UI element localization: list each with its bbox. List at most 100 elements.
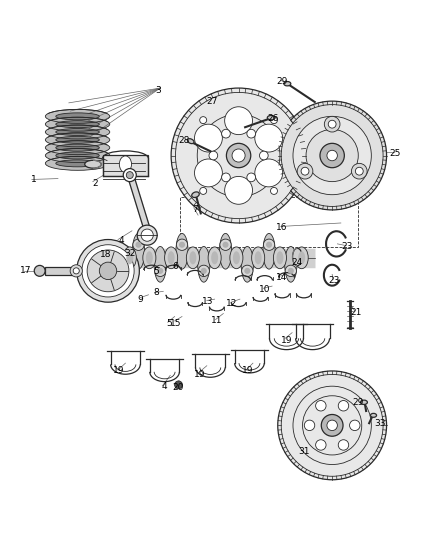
Text: 18: 18 bbox=[100, 250, 112, 259]
Circle shape bbox=[327, 420, 337, 431]
Ellipse shape bbox=[143, 247, 156, 269]
Text: 4: 4 bbox=[162, 382, 167, 391]
Circle shape bbox=[77, 239, 139, 302]
Text: 23: 23 bbox=[342, 243, 353, 252]
Ellipse shape bbox=[132, 233, 145, 269]
Circle shape bbox=[176, 92, 302, 219]
Text: 19: 19 bbox=[281, 336, 292, 345]
Ellipse shape bbox=[252, 247, 265, 269]
Circle shape bbox=[232, 149, 245, 162]
Ellipse shape bbox=[126, 251, 133, 264]
Text: 4: 4 bbox=[118, 236, 124, 245]
Circle shape bbox=[222, 130, 230, 138]
Ellipse shape bbox=[198, 265, 209, 277]
Circle shape bbox=[293, 116, 371, 195]
Ellipse shape bbox=[165, 247, 178, 269]
Text: 6: 6 bbox=[173, 262, 178, 271]
Ellipse shape bbox=[276, 251, 283, 264]
Text: 16: 16 bbox=[276, 223, 288, 232]
Ellipse shape bbox=[168, 251, 175, 264]
Text: 33: 33 bbox=[374, 419, 386, 427]
Ellipse shape bbox=[46, 149, 110, 163]
Ellipse shape bbox=[263, 239, 275, 251]
Text: 17: 17 bbox=[20, 266, 31, 276]
Text: 3: 3 bbox=[155, 86, 161, 95]
Circle shape bbox=[320, 143, 344, 168]
Ellipse shape bbox=[263, 233, 275, 269]
Circle shape bbox=[316, 400, 326, 411]
Circle shape bbox=[338, 440, 349, 450]
Ellipse shape bbox=[220, 239, 231, 251]
Text: 29: 29 bbox=[353, 398, 364, 407]
Text: 24: 24 bbox=[292, 257, 303, 266]
Circle shape bbox=[194, 159, 223, 187]
Text: 14: 14 bbox=[276, 273, 288, 282]
Circle shape bbox=[171, 88, 306, 223]
Circle shape bbox=[278, 371, 387, 480]
Text: 32: 32 bbox=[124, 249, 135, 258]
Ellipse shape bbox=[46, 141, 110, 155]
Circle shape bbox=[255, 159, 283, 187]
Circle shape bbox=[297, 163, 313, 179]
Ellipse shape bbox=[360, 400, 367, 405]
Ellipse shape bbox=[192, 192, 199, 198]
Circle shape bbox=[99, 262, 117, 279]
Text: 13: 13 bbox=[202, 297, 214, 306]
Ellipse shape bbox=[288, 268, 294, 274]
Circle shape bbox=[200, 117, 207, 124]
Ellipse shape bbox=[179, 241, 185, 248]
Circle shape bbox=[200, 188, 207, 195]
Circle shape bbox=[338, 400, 349, 411]
Text: 19: 19 bbox=[113, 367, 125, 375]
Ellipse shape bbox=[137, 225, 157, 245]
Ellipse shape bbox=[219, 233, 232, 269]
Ellipse shape bbox=[46, 109, 110, 123]
Polygon shape bbox=[127, 175, 151, 232]
Text: 19: 19 bbox=[194, 370, 205, 379]
Ellipse shape bbox=[56, 144, 99, 151]
Ellipse shape bbox=[56, 120, 99, 128]
Text: 12: 12 bbox=[226, 299, 238, 308]
Ellipse shape bbox=[46, 156, 110, 171]
Ellipse shape bbox=[233, 251, 240, 264]
Ellipse shape bbox=[273, 247, 286, 269]
Circle shape bbox=[321, 415, 343, 436]
Ellipse shape bbox=[126, 172, 133, 179]
Circle shape bbox=[247, 130, 255, 138]
Circle shape bbox=[82, 245, 134, 297]
Ellipse shape bbox=[85, 160, 101, 168]
Circle shape bbox=[175, 381, 183, 389]
Ellipse shape bbox=[154, 246, 166, 282]
Circle shape bbox=[225, 176, 253, 204]
FancyBboxPatch shape bbox=[45, 266, 72, 275]
Ellipse shape bbox=[177, 239, 187, 251]
Text: 15: 15 bbox=[170, 319, 181, 328]
Ellipse shape bbox=[295, 247, 308, 269]
Ellipse shape bbox=[285, 265, 297, 277]
Ellipse shape bbox=[371, 414, 377, 417]
Ellipse shape bbox=[223, 241, 229, 248]
Text: 21: 21 bbox=[350, 308, 362, 317]
Text: 8: 8 bbox=[153, 288, 159, 297]
Text: 19: 19 bbox=[241, 367, 253, 375]
Text: 25: 25 bbox=[389, 149, 401, 158]
Circle shape bbox=[226, 143, 251, 168]
Circle shape bbox=[194, 124, 223, 152]
Ellipse shape bbox=[56, 128, 99, 135]
Ellipse shape bbox=[157, 268, 163, 274]
Ellipse shape bbox=[141, 229, 153, 241]
Circle shape bbox=[301, 167, 309, 175]
Circle shape bbox=[278, 101, 387, 210]
Ellipse shape bbox=[241, 246, 253, 282]
Text: 11: 11 bbox=[211, 317, 223, 326]
Circle shape bbox=[209, 151, 218, 160]
Circle shape bbox=[73, 268, 79, 274]
Circle shape bbox=[293, 386, 371, 465]
Ellipse shape bbox=[284, 82, 291, 86]
Ellipse shape bbox=[211, 251, 218, 264]
Ellipse shape bbox=[266, 241, 272, 248]
Ellipse shape bbox=[254, 251, 261, 264]
Circle shape bbox=[351, 163, 367, 179]
Ellipse shape bbox=[146, 251, 153, 264]
Circle shape bbox=[350, 420, 360, 431]
